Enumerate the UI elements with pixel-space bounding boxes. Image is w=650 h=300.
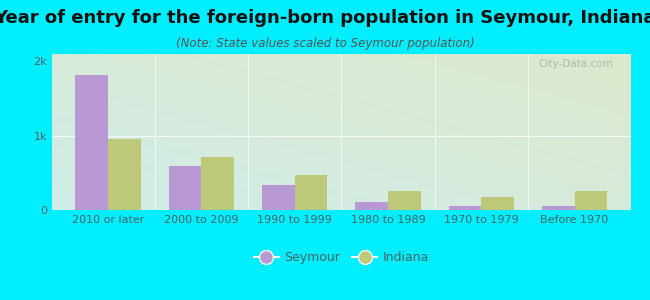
Bar xyxy=(356,202,388,210)
Bar xyxy=(575,191,607,210)
Bar xyxy=(294,175,327,210)
Text: Year of entry for the foreign-born population in Seymour, Indiana: Year of entry for the foreign-born popul… xyxy=(0,9,650,27)
Bar xyxy=(262,185,294,210)
Bar xyxy=(202,157,234,210)
Bar xyxy=(542,206,575,210)
Bar xyxy=(481,197,514,210)
Text: City-Data.com: City-Data.com xyxy=(538,59,613,69)
Bar xyxy=(388,191,421,210)
Bar xyxy=(75,75,108,210)
Bar xyxy=(108,139,140,210)
Bar xyxy=(448,206,481,210)
Text: (Note: State values scaled to Seymour population): (Note: State values scaled to Seymour po… xyxy=(176,38,474,50)
Bar xyxy=(168,166,202,210)
Legend: Seymour, Indiana: Seymour, Indiana xyxy=(249,246,434,269)
